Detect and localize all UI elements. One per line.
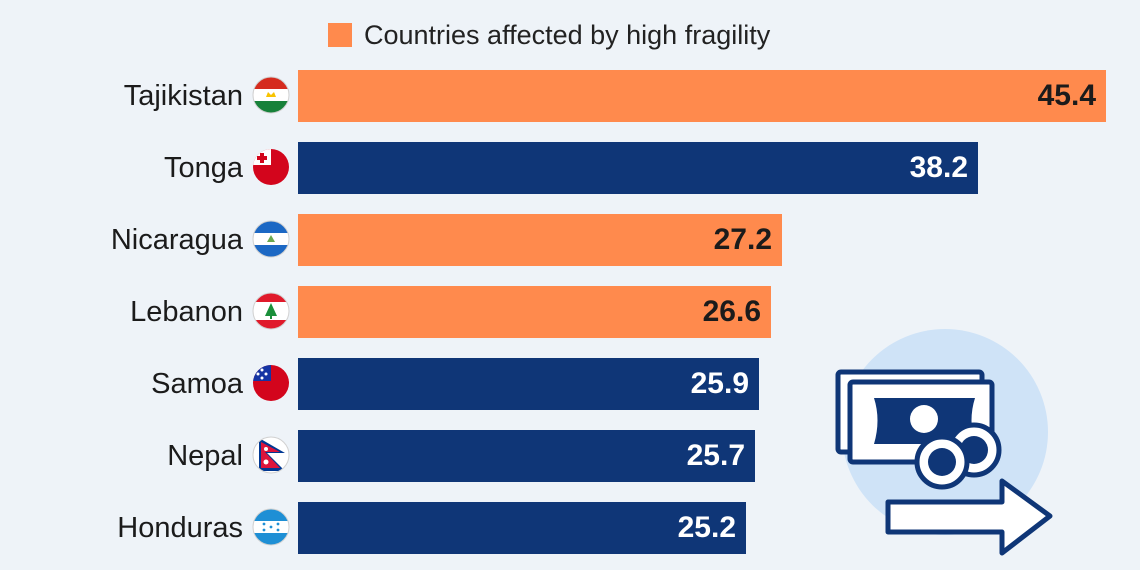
legend-label: Countries affected by high fragility bbox=[364, 19, 771, 50]
legend: Countries affected by high fragility bbox=[328, 18, 770, 52]
category-label: Nicaragua bbox=[110, 224, 243, 256]
category-label: Lebanon bbox=[130, 296, 243, 328]
nicaragua-flag-icon bbox=[252, 220, 290, 258]
honduras-flag-icon bbox=[252, 508, 290, 546]
bar-nicaragua bbox=[298, 214, 782, 266]
tajikistan-flag-icon bbox=[252, 76, 290, 114]
legend-swatch bbox=[328, 23, 352, 47]
value-label: 45.4 bbox=[1037, 79, 1096, 112]
category-label: Honduras bbox=[117, 512, 243, 544]
value-label: 26.6 bbox=[702, 295, 761, 328]
category-label: Nepal bbox=[167, 440, 243, 472]
category-label: Tonga bbox=[163, 152, 243, 184]
category-label: Samoa bbox=[151, 368, 243, 400]
bar-tonga bbox=[298, 142, 978, 194]
samoa-flag-icon bbox=[253, 365, 289, 401]
money-transfer-icon bbox=[835, 329, 1053, 556]
bar-lebanon bbox=[298, 286, 771, 338]
value-label: 27.2 bbox=[713, 223, 772, 256]
nepal-flag-icon bbox=[252, 436, 290, 474]
value-label: 25.7 bbox=[686, 439, 745, 472]
lebanon-flag-icon bbox=[252, 292, 290, 330]
bar-samoa bbox=[298, 358, 759, 410]
value-label: 38.2 bbox=[909, 151, 968, 184]
bar-nepal bbox=[298, 430, 755, 482]
value-label: 25.9 bbox=[690, 367, 749, 400]
bar-honduras bbox=[298, 502, 746, 554]
tonga-flag-icon bbox=[253, 149, 289, 185]
bar-tajikistan bbox=[298, 70, 1106, 122]
value-label: 25.2 bbox=[677, 511, 736, 544]
category-label: Tajikistan bbox=[123, 80, 243, 112]
